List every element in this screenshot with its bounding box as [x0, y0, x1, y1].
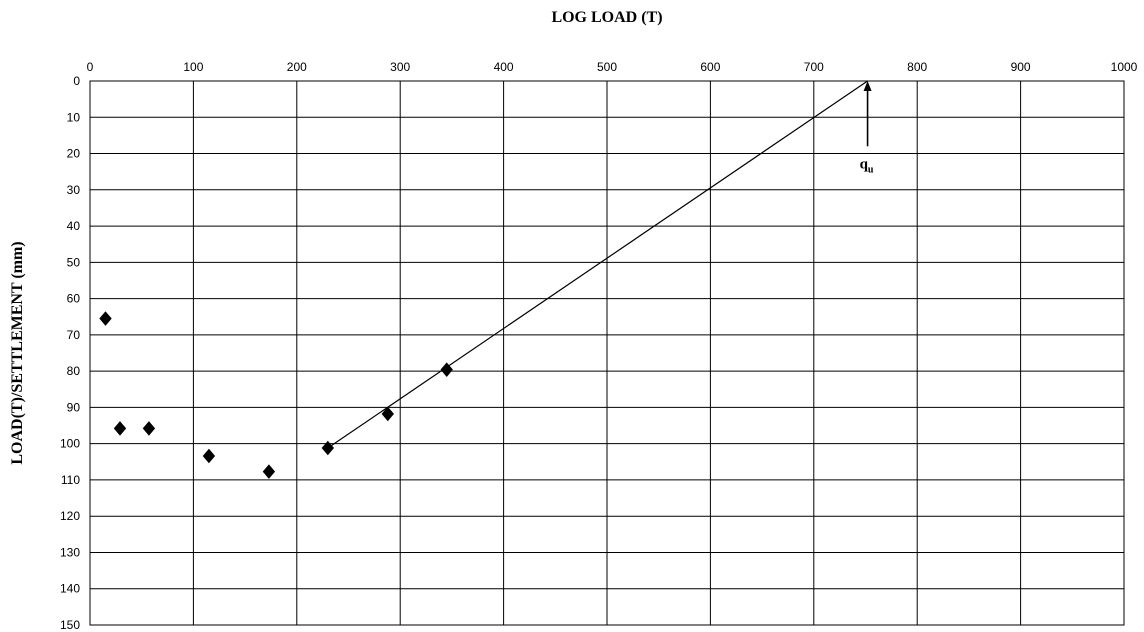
- x-tick-label: 200: [287, 60, 307, 74]
- y-tick-label: 100: [60, 437, 80, 451]
- y-tick-label: 30: [67, 183, 81, 197]
- x-tick-labels: 0 100 200 300 400 500 600 700 800 900 1000: [87, 60, 1138, 74]
- x-tick-label: 800: [907, 60, 927, 74]
- y-tick-label: 140: [60, 582, 80, 596]
- x-tick-label: 1000: [1111, 60, 1138, 74]
- x-tick-label: 300: [390, 60, 410, 74]
- y-tick-label: 70: [67, 328, 81, 342]
- x-tick-label: 500: [597, 60, 617, 74]
- x-axis-title: LOG LOAD (T): [551, 9, 662, 26]
- y-axis-title: LOAD(T)/SETTLEMENT (mm): [9, 241, 26, 464]
- y-tick-labels: 0 10 20 30 40 50 60 70 80 90 100 110 120 130 140 150: [60, 74, 80, 632]
- y-tick-label: 150: [60, 618, 80, 632]
- y-tick-label: 120: [60, 509, 80, 523]
- y-tick-label: 0: [73, 74, 80, 88]
- y-tick-label: 130: [60, 545, 80, 559]
- y-tick-label: 60: [67, 292, 81, 306]
- x-tick-label: 600: [700, 60, 720, 74]
- y-tick-label: 80: [67, 364, 81, 378]
- y-tick-label: 40: [67, 219, 81, 233]
- y-tick-label: 50: [67, 255, 81, 269]
- y-tick-label: 20: [67, 147, 81, 161]
- y-tick-label: 10: [67, 110, 81, 124]
- x-tick-label: 100: [183, 60, 203, 74]
- y-tick-label: 110: [61, 473, 80, 487]
- x-tick-label: 400: [494, 60, 514, 74]
- x-tick-label: 700: [804, 60, 824, 74]
- y-tick-label: 90: [67, 400, 81, 414]
- x-tick-label: 900: [1011, 60, 1031, 74]
- x-tick-label: 0: [87, 60, 94, 74]
